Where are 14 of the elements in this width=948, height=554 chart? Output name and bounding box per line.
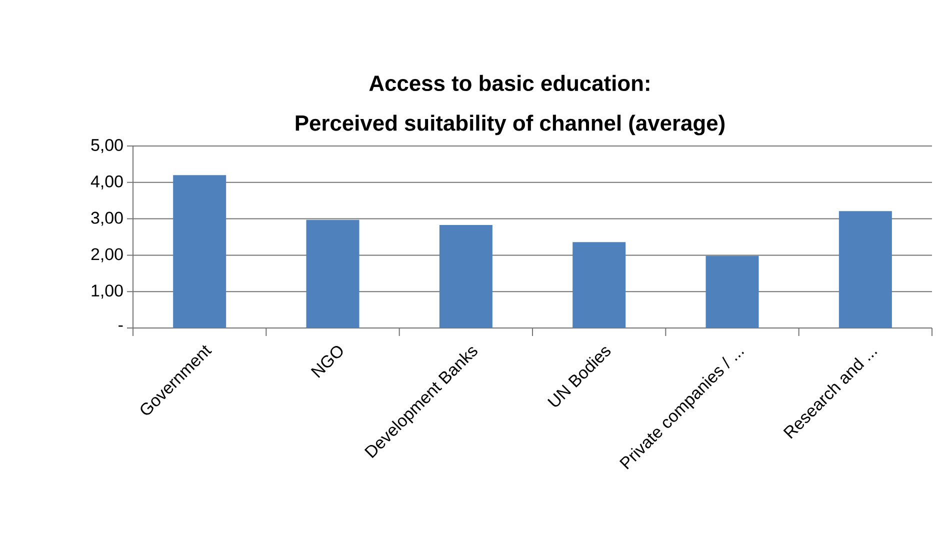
bar <box>439 224 492 328</box>
bar <box>173 175 226 328</box>
bar <box>838 211 892 328</box>
y-tick-label: - <box>118 325 123 327</box>
bar <box>306 220 360 328</box>
y-tick-label: 4,00 <box>90 175 123 190</box>
y-tick-label: 1,00 <box>92 284 123 299</box>
y-tick-label: 3,00 <box>91 212 123 226</box>
chart-title: Access to basic education: <box>369 74 650 92</box>
chart-subtitle: Perceived suitability of channel (average) <box>296 114 724 136</box>
y-tick-label: 5,00 <box>91 139 123 154</box>
bar <box>572 242 626 328</box>
bar <box>706 256 759 328</box>
y-tick-label: 2,00 <box>91 248 123 262</box>
